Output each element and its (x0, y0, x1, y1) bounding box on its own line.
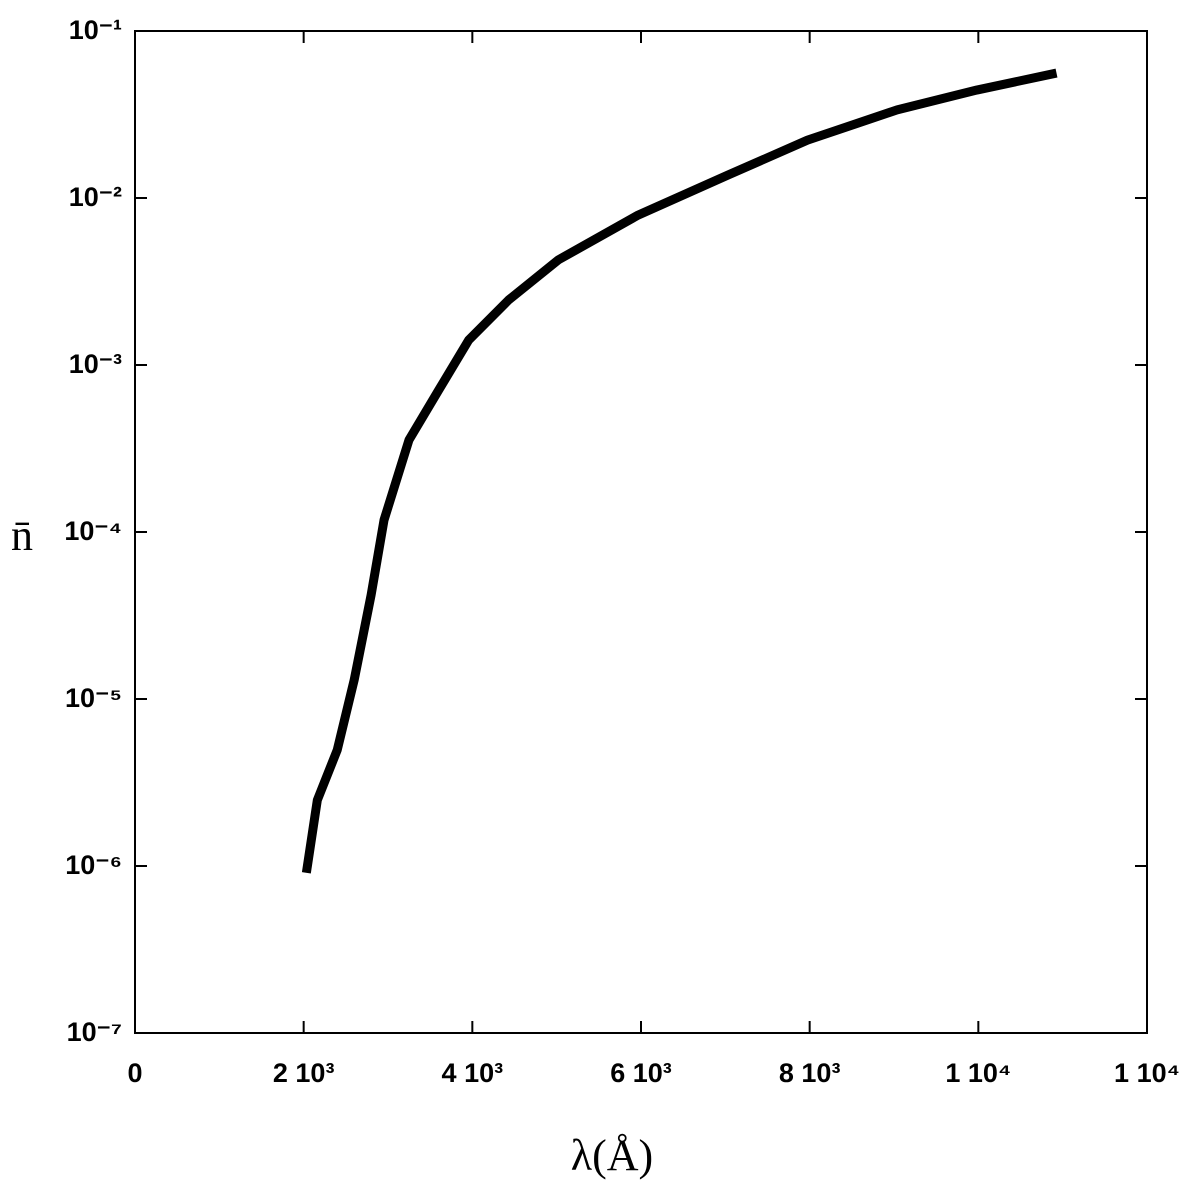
data-line (301, 68, 1058, 874)
x-tick-label: 1 10⁴ (945, 1058, 1011, 1088)
x-tick-label: 1 10⁴ (1114, 1058, 1180, 1088)
x-tick-label: 0 (127, 1058, 142, 1088)
y-tick-label: 10⁻⁶ (65, 850, 122, 880)
y-tick-label: 10⁻³ (69, 349, 122, 379)
x-axis-label: λ(Å) (571, 1131, 653, 1180)
y-tick-label: 10⁻² (69, 182, 122, 212)
plot-frame (134, 30, 1148, 1034)
y-tick-label: 10⁻⁴ (64, 516, 122, 546)
x-tick-label: 4 10³ (442, 1058, 504, 1088)
x-tick-label: 8 10³ (779, 1058, 841, 1088)
y-tick-label: 10⁻¹ (69, 15, 122, 45)
y-tick-label: 10⁻⁷ (67, 1017, 122, 1047)
x-tick-label: 6 10³ (610, 1058, 672, 1088)
x-tick-label: 2 10³ (273, 1058, 335, 1088)
y-axis-label: n̄ (11, 511, 33, 560)
y-tick-label: 10⁻⁵ (65, 683, 122, 713)
